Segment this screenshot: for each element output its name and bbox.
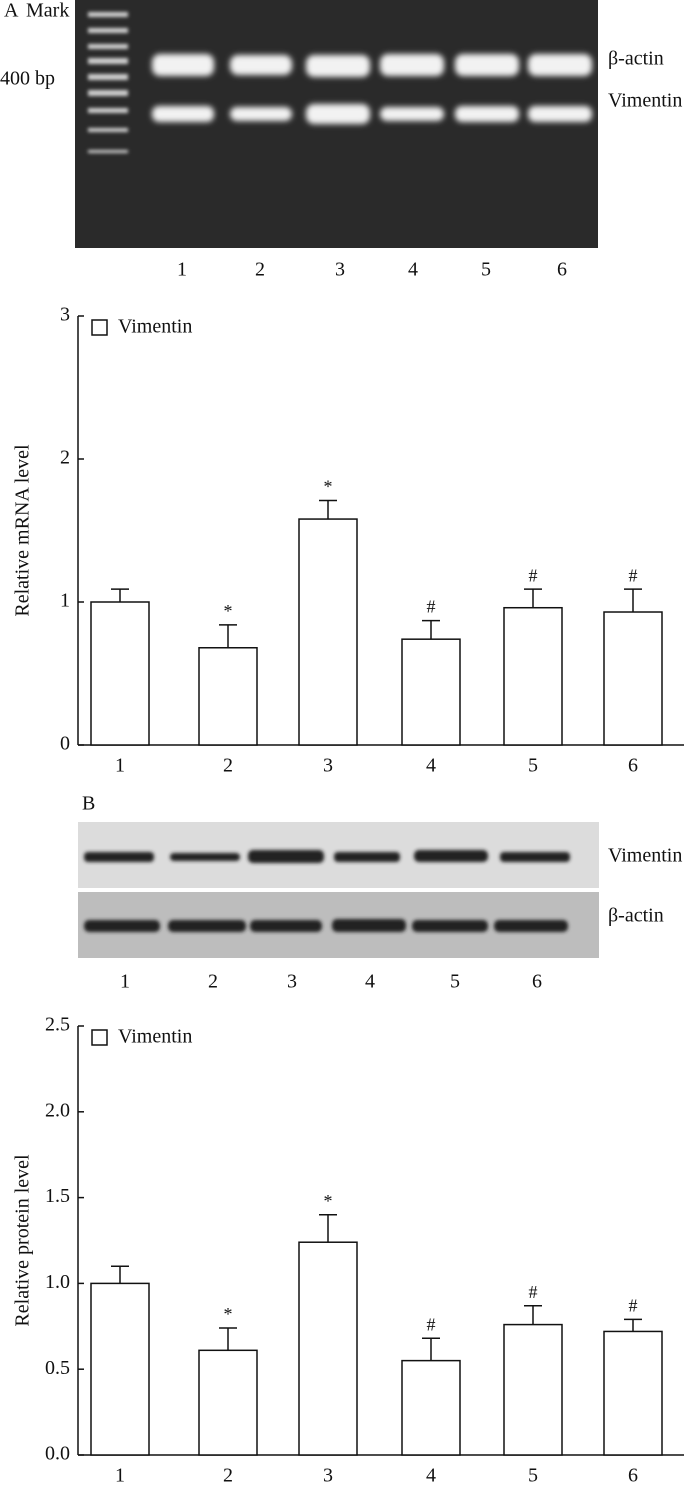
- x-tick-label: 3: [323, 755, 333, 777]
- band-label: Vimentin: [608, 845, 682, 867]
- x-tick-label: 6: [628, 755, 638, 777]
- y-tick-label: 1.0: [45, 1271, 70, 1293]
- annotation: #: [529, 1282, 538, 1302]
- lane-label: 2: [208, 971, 218, 993]
- x-tick-label: 4: [426, 755, 436, 777]
- annotation: *: [324, 1191, 333, 1211]
- annotation: #: [629, 1296, 638, 1316]
- x-tick-label: 4: [426, 1465, 436, 1486]
- lane-label: 6: [557, 259, 567, 281]
- band-label: Vimentin: [608, 90, 682, 112]
- x-tick-label: 3: [323, 1465, 333, 1486]
- y-tick-label: 2.5: [45, 1014, 70, 1036]
- bar: [401, 638, 461, 746]
- gel-bands: [152, 54, 592, 124]
- y-tick-label: 3: [60, 304, 70, 326]
- y-axis-label: Relative protein level: [12, 1154, 34, 1327]
- lane-label: 4: [365, 971, 375, 993]
- legend-swatch: [91, 319, 108, 336]
- annotation: *: [324, 477, 333, 497]
- bar: [503, 1323, 563, 1456]
- lane-label: 1: [120, 971, 130, 993]
- band-label: β-actin: [608, 48, 664, 70]
- x-tick-label: 1: [115, 1465, 125, 1486]
- bar: [198, 647, 258, 746]
- x-tick-label: 5: [528, 755, 538, 777]
- lane-label: 3: [287, 971, 297, 993]
- x-tick-label: 6: [628, 1465, 638, 1486]
- blot-bands: [84, 850, 570, 932]
- y-tick-label: 0.5: [45, 1357, 70, 1379]
- annotation: #: [529, 565, 538, 585]
- lane-label: 2: [255, 259, 265, 281]
- y-tick-label: 2: [60, 447, 70, 469]
- bar: [90, 1282, 150, 1456]
- panel-label: A: [4, 0, 19, 22]
- size-label: 400 bp: [0, 68, 55, 90]
- bar: [298, 1241, 358, 1456]
- marker-label: Mark: [26, 0, 69, 22]
- bar: [401, 1359, 461, 1456]
- lane-label: 5: [481, 259, 491, 281]
- bar: [198, 1349, 258, 1456]
- annotation: *: [224, 1304, 233, 1324]
- annotation: *: [224, 601, 233, 621]
- y-tick-label: 0.0: [45, 1443, 70, 1465]
- bar: [603, 1330, 663, 1456]
- annotation: #: [629, 565, 638, 585]
- lane-label: 5: [450, 971, 460, 993]
- legend-swatch: [91, 1029, 108, 1046]
- lane-label: 3: [335, 259, 345, 281]
- band-label: β-actin: [608, 905, 664, 927]
- lane-label: 6: [532, 971, 542, 993]
- bar: [298, 518, 358, 746]
- ladder: [88, 12, 128, 153]
- legend-label: Vimentin: [118, 1026, 192, 1048]
- x-tick-label: 2: [223, 755, 233, 777]
- y-tick-label: 0: [60, 733, 70, 755]
- lane-label: 1: [177, 259, 187, 281]
- y-tick-label: 1: [60, 590, 70, 612]
- lane-label: 4: [408, 259, 418, 281]
- bar: [603, 611, 663, 746]
- y-tick-label: 2.0: [45, 1099, 70, 1121]
- y-tick-label: 1.5: [45, 1185, 70, 1207]
- legend-label: Vimentin: [118, 316, 192, 338]
- annotation: #: [427, 1314, 436, 1334]
- x-tick-label: 1: [115, 755, 125, 777]
- x-tick-label: 2: [223, 1465, 233, 1486]
- x-tick-label: 5: [528, 1465, 538, 1486]
- y-axis-label: Relative mRNA level: [12, 444, 34, 617]
- bar: [503, 606, 563, 746]
- panel-label: B: [82, 793, 95, 815]
- bar: [90, 601, 150, 746]
- annotation: #: [427, 597, 436, 617]
